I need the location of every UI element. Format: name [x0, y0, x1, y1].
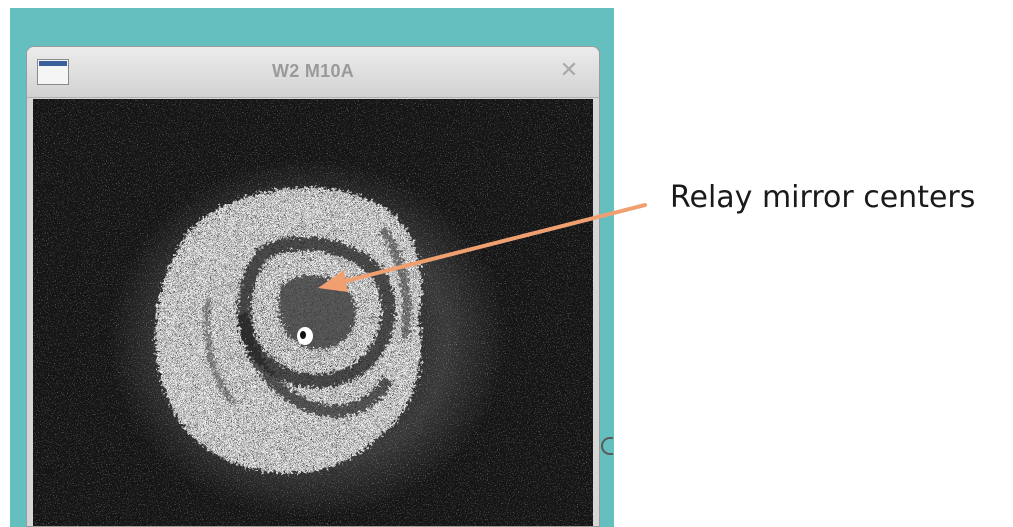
- window-title: W2 M10A: [271, 61, 355, 81]
- beam-spot-image: [33, 99, 593, 526]
- window-app-icon[interactable]: [37, 59, 69, 85]
- window-titlebar[interactable]: W2 M10A ✕: [27, 47, 599, 98]
- beam-spot-graphic: [33, 99, 593, 526]
- image-window[interactable]: W2 M10A ✕: [26, 46, 600, 527]
- close-icon[interactable]: ✕: [559, 58, 579, 83]
- resize-grip-icon[interactable]: [601, 437, 613, 455]
- annotation-label: Relay mirror centers: [670, 180, 976, 215]
